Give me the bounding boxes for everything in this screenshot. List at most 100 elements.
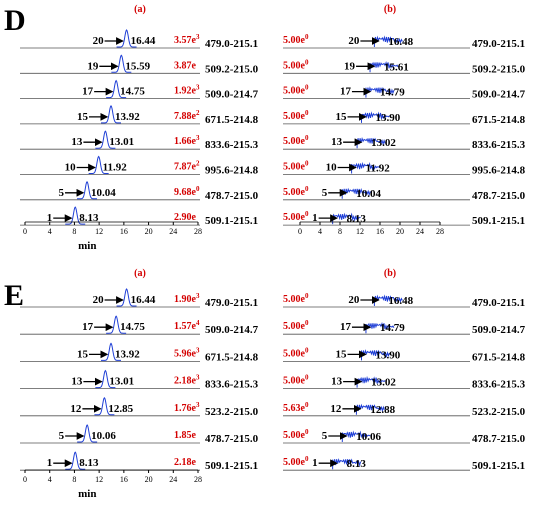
transition: 833.6-215.3: [472, 379, 526, 391]
intensity-exp: 2: [196, 109, 200, 117]
intensity: 5.00e0: [283, 134, 309, 147]
intensity: 5.00e0: [283, 58, 309, 71]
intensity-base: 2.18e: [174, 457, 197, 468]
retention-time: 13.90: [376, 112, 401, 124]
retention-time: 13.92: [115, 111, 140, 123]
retention-time: 13.01: [109, 136, 134, 148]
intensity: 2.18e: [174, 457, 197, 468]
transition: 509.0-214.7: [472, 89, 526, 101]
x-tick-label: 8: [72, 475, 76, 484]
transition: 478.7-215.0: [205, 190, 259, 202]
retention-time: 8.13: [79, 212, 99, 224]
peak-trace: [106, 79, 127, 99]
intensity: 5.00e0: [283, 109, 309, 122]
intensity-base: 1.66e: [174, 136, 197, 147]
intensity-base: 5.63e: [283, 403, 306, 414]
transition: 833.6-215.3: [472, 139, 526, 151]
x-tick-label: 12: [95, 475, 103, 484]
peak-trace: [88, 155, 109, 174]
intensity-exp: 3: [196, 134, 200, 142]
compound-number: 5: [322, 187, 328, 199]
intensity-base: 5.00e: [283, 457, 306, 468]
compound-number: 17: [340, 321, 352, 333]
intensity-exp: 0: [305, 346, 309, 354]
intensity-exp: 0: [305, 210, 309, 218]
intensity-base: 5.00e: [283, 35, 306, 46]
x-tick-label: 24: [169, 227, 177, 236]
intensity: 1.66e3: [174, 134, 200, 147]
compound-number: 20: [93, 35, 105, 47]
compound-number: 19: [87, 60, 99, 72]
intensity-base: 5.00e: [283, 430, 306, 441]
intensity-base: 5.00e: [283, 162, 306, 173]
retention-time: 10.06: [91, 430, 116, 442]
intensity: 3.87e: [174, 60, 197, 71]
intensity-base: 7.87e: [174, 162, 197, 173]
transition: 478.7-215.0: [472, 433, 526, 445]
transition: 671.5-214.8: [472, 114, 526, 126]
retention-time: 14.75: [120, 321, 145, 333]
intensity-base: 1.90e: [174, 294, 197, 305]
intensity: 3.57e3: [174, 33, 200, 46]
intensity-base: 3.87e: [174, 60, 197, 71]
intensity-base: 1.92e: [174, 86, 197, 97]
transition: 478.7-215.0: [472, 190, 526, 202]
x-tick-label: 0: [298, 227, 302, 236]
retention-time: 8.13: [347, 213, 367, 225]
transition: 671.5-214.8: [205, 114, 259, 126]
intensity-base: 5.96e: [174, 348, 197, 359]
peak-trace: [111, 54, 132, 73]
intensity-base: 9.68e: [174, 187, 197, 198]
intensity-base: 3.57e: [174, 35, 197, 46]
retention-time: 10.06: [356, 431, 381, 443]
intensity: 5.00e0: [283, 84, 309, 97]
intensity: 7.88e2: [174, 109, 200, 122]
compound-number: 19: [344, 60, 356, 72]
compound-number: 15: [77, 111, 89, 123]
retention-time: 16.48: [388, 36, 413, 48]
retention-time: 10.04: [91, 187, 116, 199]
intensity: 5.00e0: [283, 428, 309, 441]
intensity: 5.00e0: [283, 185, 309, 198]
intensity-exp: 3: [196, 401, 200, 409]
intensity: 1.85e: [174, 430, 197, 441]
intensity-exp: 0: [196, 185, 200, 193]
intensity: 1.76e3: [174, 401, 200, 414]
intensity-base: 5.00e: [283, 321, 306, 332]
transition: 479.0-215.1: [472, 297, 525, 309]
transition: 509.0-214.7: [205, 89, 259, 101]
compound-number: 10: [65, 162, 77, 174]
compound-number: 20: [93, 294, 105, 306]
retention-time: 13.92: [115, 348, 140, 360]
intensity: 5.00e0: [283, 374, 309, 387]
compound-number: 5: [59, 187, 65, 199]
peak-trace: [65, 451, 86, 470]
retention-time: 8.13: [347, 458, 367, 470]
intensity: 5.00e0: [283, 319, 309, 332]
retention-time: 11.92: [103, 162, 128, 174]
peak-trace: [95, 369, 116, 389]
peak-trace: [106, 315, 127, 334]
intensity-base: 2.18e: [174, 376, 197, 387]
x-tick-label: 24: [169, 475, 177, 484]
intensity: 1.57e4: [174, 319, 200, 332]
transition: 833.6-215.3: [205, 379, 259, 391]
intensity-base: 7.88e: [174, 111, 197, 122]
intensity-exp: 4: [196, 319, 200, 327]
retention-time: 8.13: [79, 457, 99, 469]
compound-number: 13: [71, 136, 83, 148]
retention-time: 16.44: [131, 35, 156, 47]
intensity-exp: 0: [305, 134, 309, 142]
intensity-base: 5.00e: [283, 86, 306, 97]
x-tick-label: 24: [416, 227, 424, 236]
transition: 995.6-214.8: [205, 165, 259, 177]
compound-number: 17: [340, 86, 352, 98]
retention-time: 12.88: [370, 404, 395, 416]
compound-number: 20: [348, 294, 360, 306]
retention-time: 15.61: [384, 61, 409, 73]
intensity-exp: 0: [305, 455, 309, 463]
transition: 509.1-215.1: [205, 215, 258, 227]
retention-time: 16.48: [388, 295, 413, 307]
transition: 479.0-215.1: [205, 297, 258, 309]
peak-trace: [95, 130, 116, 149]
